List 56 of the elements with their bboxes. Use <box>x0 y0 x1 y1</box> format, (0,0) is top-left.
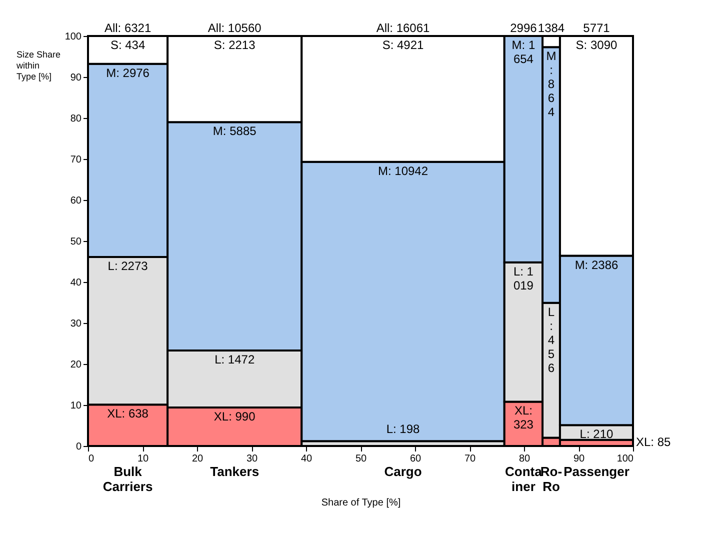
x-tick-label: 10 <box>137 454 149 464</box>
x-tick-label: 20 <box>192 454 204 464</box>
x-tick-label: 90 <box>573 454 585 464</box>
y-tick-label: 40 <box>70 278 82 288</box>
annotation: L: 198 <box>386 422 420 436</box>
annotation: M: 1654 <box>512 38 536 66</box>
annotation: S: 434 <box>110 38 146 52</box>
text: 5771 <box>583 21 610 35</box>
y-tick-label: 60 <box>70 196 82 206</box>
y-tick-label: 10 <box>70 400 82 412</box>
text: All: 16061 <box>376 21 430 35</box>
annotation: L: 1019 <box>513 264 534 292</box>
text: 2996 <box>510 21 538 35</box>
annotation: M: 10942 <box>378 164 428 178</box>
annotation: L: 210 <box>580 427 614 442</box>
y-tick-label: 20 <box>70 360 82 370</box>
y-tick-label: 90 <box>70 72 82 84</box>
text: All: 6321 <box>104 21 152 35</box>
annotation: S: 2213 <box>214 38 256 52</box>
x-tick-label: 100 <box>616 454 634 464</box>
annotation: XL: 323 <box>513 404 534 432</box>
x-tick-label: 0 <box>88 454 94 464</box>
y-axis-title: Size Share within Type [%] <box>16 50 61 82</box>
y-tick-label: 50 <box>70 236 82 248</box>
y-tick-label: 0 <box>76 442 82 452</box>
x-tick-label: 60 <box>410 454 422 464</box>
x-tick-label: 50 <box>355 454 367 464</box>
annotation: M: 5885 <box>212 124 257 138</box>
annotation: Container <box>505 464 543 494</box>
annotation: M: 2976 <box>106 66 150 80</box>
annotation: L: 1472 <box>214 352 255 366</box>
x-tick-label: 80 <box>518 454 530 464</box>
annotation: M: 2386 <box>574 258 618 272</box>
annotation: S: 4921 <box>382 38 424 52</box>
y-tick-label: 100 <box>64 32 82 42</box>
annotation: Passenger <box>564 464 630 479</box>
x-tick-label: 30 <box>246 454 258 464</box>
x-axis-title: Share of Type [%] <box>321 498 401 508</box>
annotation: M: 864 <box>546 49 556 120</box>
annotation: Ro-Ro <box>540 464 562 494</box>
annotation: XL: 990 <box>214 409 256 424</box>
y-tick-label: 80 <box>70 114 82 124</box>
text: All: 10560 <box>208 21 262 35</box>
annotation: XL: 85 <box>636 434 672 449</box>
x-tick-label: 70 <box>464 454 476 464</box>
annotation: XL: 638 <box>107 406 149 421</box>
annotation: Bulk Carriers <box>102 464 153 494</box>
annotation: L: 456 <box>548 304 555 375</box>
annotation: Cargo <box>384 464 422 479</box>
x-tick-label: 40 <box>300 454 312 464</box>
y-tick-label: 30 <box>70 318 82 330</box>
text: 1384 <box>538 21 565 35</box>
annotation: Tankers <box>210 464 260 479</box>
annotation: L: 2273 <box>108 258 148 273</box>
annotation: S: 3090 <box>576 38 618 52</box>
y-tick-label: 70 <box>70 154 82 166</box>
